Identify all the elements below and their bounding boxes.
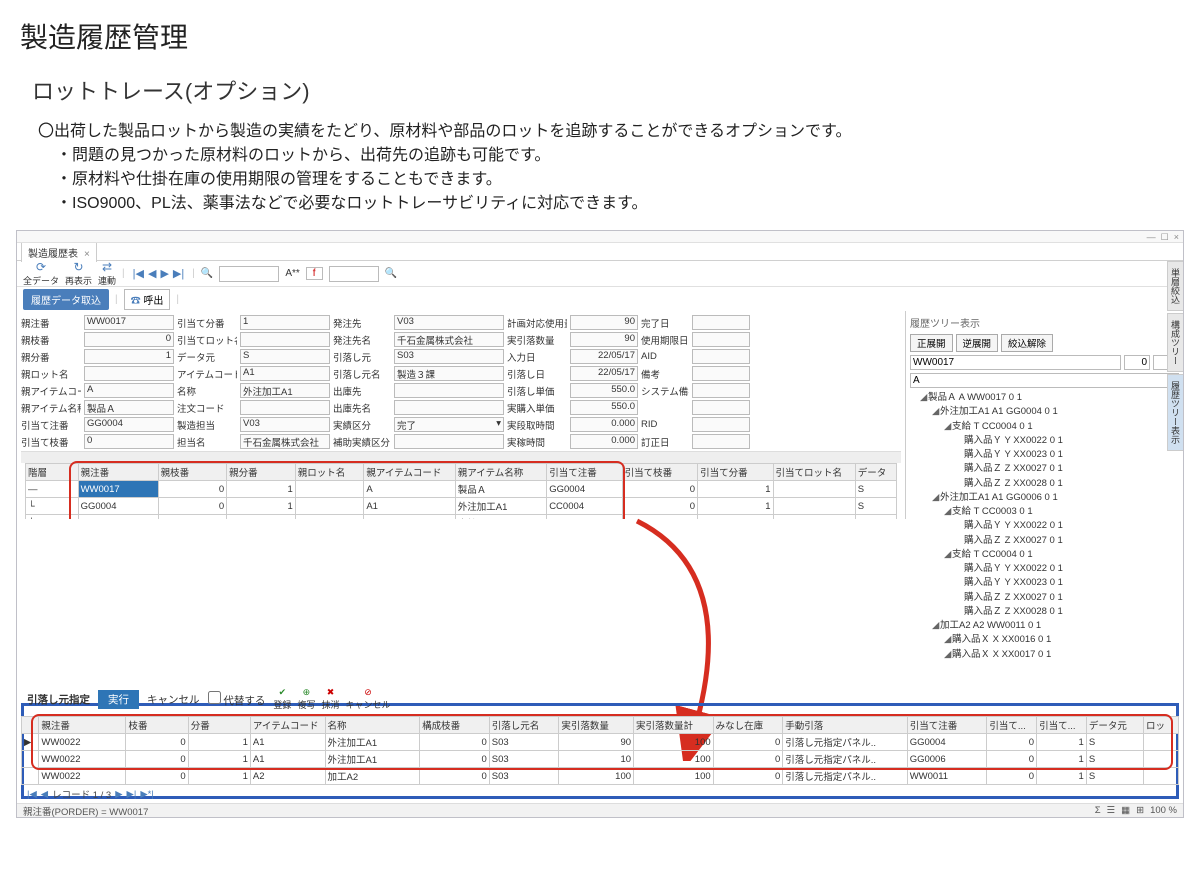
- bottom-title: 引落し元指定: [27, 692, 90, 707]
- history-tree[interactable]: ◢製品Ａ A WW0017 0 1◢外注加工A1 A1 GG0004 0 1◢支…: [910, 391, 1179, 662]
- record-pager[interactable]: |◀◀ レコード 1 / 3 ▶▶|▶*|: [21, 785, 1179, 803]
- reverse-button[interactable]: 逆展開: [956, 334, 999, 352]
- h-scrollbar[interactable]: [21, 451, 901, 463]
- page-subtitle: ロットトレース(オプション): [32, 74, 1180, 106]
- tree-search-4[interactable]: [910, 373, 1179, 388]
- a-filter[interactable]: A**: [285, 268, 299, 279]
- side-panel: 履歴ツリー表示 正展開 逆展開 絞込解除 ◢製品Ａ A WW0017 0 1◢外…: [905, 311, 1183, 519]
- call-button[interactable]: ☎ 呼出: [124, 289, 171, 310]
- tree-search-2[interactable]: [1124, 355, 1150, 370]
- fx-button[interactable]: f: [306, 267, 323, 280]
- status-text: 親注番(PORDER) = WW0017: [23, 804, 148, 818]
- status-right: Σ☰▦⊞ 100 %: [1095, 805, 1177, 816]
- window-controls[interactable]: — ☐ ×: [1147, 232, 1179, 243]
- substitute-checkbox[interactable]: [208, 691, 221, 704]
- tab-history[interactable]: 製造履歴表×: [21, 242, 97, 262]
- rtab-2[interactable]: 構成ツリー: [1167, 313, 1184, 372]
- tree-search-1[interactable]: [910, 355, 1121, 370]
- side-title: 履歴ツリー表示: [910, 315, 1179, 330]
- detail-form: 親注番WW0017引当て分番1発注先V03計画対応使用量90完了日親枝番0引当て…: [21, 315, 901, 449]
- history-grid[interactable]: 階層親注番親枝番親分番親ロット名親アイテムコード親アイテム名称引当て注番引当て枝…: [25, 463, 897, 519]
- clear-filter-button[interactable]: 絞込解除: [1001, 334, 1053, 352]
- app-window: — ☐ × 製造履歴表× ⟳全データ ↻再表示 ⇄連動 | |◀◀▶▶| | 🔍…: [16, 230, 1184, 818]
- copy-button[interactable]: ⊕複写: [297, 687, 315, 711]
- search-input[interactable]: [219, 266, 279, 282]
- search-icon[interactable]: 🔍: [385, 268, 397, 279]
- rtab-3[interactable]: 履歴ツリー表示: [1167, 374, 1184, 451]
- fx-input[interactable]: [329, 266, 379, 282]
- close-icon[interactable]: ×: [84, 249, 90, 260]
- expand-button[interactable]: 正展開: [910, 334, 953, 352]
- delete-button[interactable]: ✖抹消: [321, 687, 339, 711]
- page-title: 製造履歴管理: [20, 16, 1180, 56]
- bottom-panel: 引落し元指定 実行 キャンセル 代替する ✔登録 ⊕複写 ✖抹消 ⊘キャンセル …: [21, 684, 1179, 803]
- link-button[interactable]: ⇄連動: [98, 260, 116, 287]
- execute-button[interactable]: 実行: [98, 690, 139, 709]
- binoculars-icon[interactable]: 🔍: [201, 268, 213, 279]
- description: 〇出荷した製品ロットから製造の実績をたどり、原材料や部品のロットを追跡することが…: [38, 120, 1180, 216]
- cancel2-button[interactable]: ⊘キャンセル: [345, 687, 390, 711]
- register-button[interactable]: ✔登録: [273, 687, 291, 711]
- refresh-button[interactable]: ⟳全データ: [23, 260, 59, 287]
- allocation-grid[interactable]: 親注番枝番分番アイテムコード名称構成枝番引落し元名実引落数量実引落数量計みなし在…: [21, 716, 1179, 785]
- record-nav[interactable]: |◀◀▶▶|: [131, 267, 187, 280]
- cancel-button[interactable]: キャンセル: [147, 692, 200, 707]
- reshow-button[interactable]: ↻再表示: [65, 260, 92, 287]
- rtab-1[interactable]: 単層絞込: [1167, 261, 1184, 311]
- toolbar: ⟳全データ ↻再表示 ⇄連動 | |◀◀▶▶| | 🔍 A** f 🔍: [17, 261, 1183, 287]
- import-button[interactable]: 履歴データ取込: [23, 289, 109, 310]
